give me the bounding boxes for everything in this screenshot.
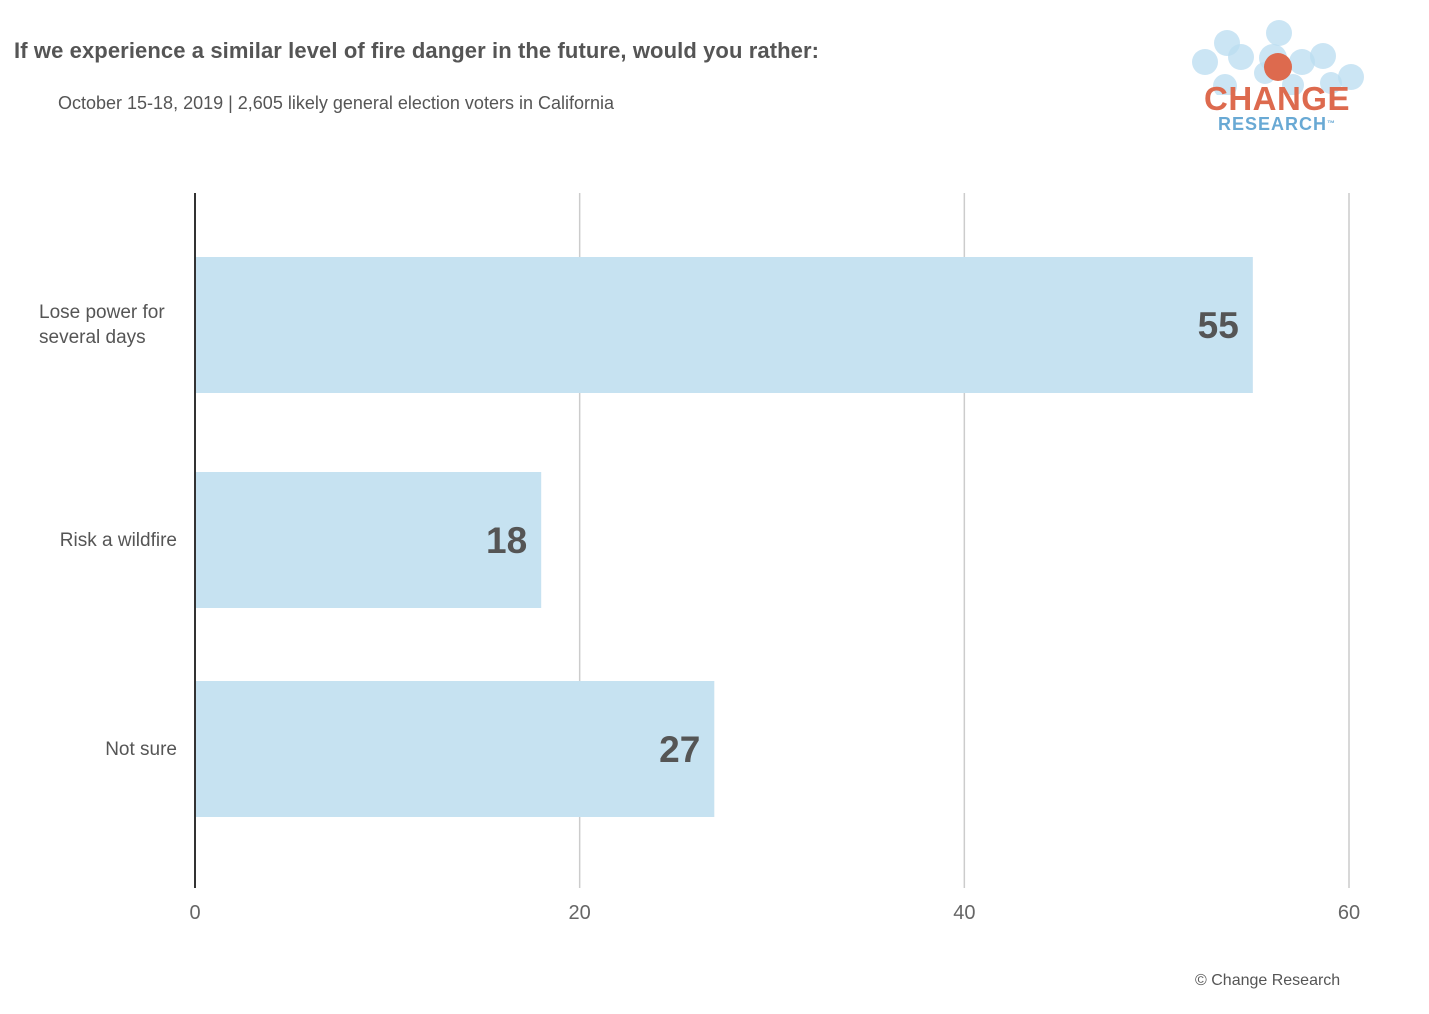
bar-value-label: 27 bbox=[659, 729, 700, 770]
copyright-footer: © Change Research bbox=[1195, 972, 1341, 989]
x-axis-tick-labels: 0 20 40 60 bbox=[189, 902, 1360, 924]
category-label: Lose power for several days bbox=[39, 302, 165, 348]
change-research-logo: CHANGE RESEARCH™ bbox=[1185, 15, 1375, 140]
x-tick-label: 60 bbox=[1338, 902, 1360, 924]
x-tick-label: 40 bbox=[953, 902, 975, 924]
x-tick-label: 20 bbox=[569, 902, 591, 924]
bar-value-label: 18 bbox=[486, 520, 527, 561]
logo-change-text: CHANGE bbox=[1203, 80, 1350, 117]
logo-research-text: RESEARCH™ bbox=[1185, 114, 1369, 134]
category-label: Risk a wildfire bbox=[59, 529, 177, 551]
logo-trademark: ™ bbox=[1327, 119, 1336, 128]
bubble-cluster-icon bbox=[1192, 20, 1364, 95]
bar-value-label: 55 bbox=[1198, 305, 1239, 346]
category-label: Not sure bbox=[105, 738, 177, 760]
logo-research-word: RESEARCH bbox=[1217, 114, 1327, 134]
chart-title: If we experience a similar level of fire… bbox=[14, 38, 820, 63]
bars bbox=[195, 257, 1253, 817]
chart-subtitle: October 15-18, 2019 | 2,605 likely gener… bbox=[58, 93, 614, 113]
data-labels: 55 18 27 bbox=[486, 305, 1239, 770]
bar bbox=[195, 257, 1253, 393]
x-tick-label: 0 bbox=[189, 902, 200, 924]
bar bbox=[195, 472, 542, 608]
bar bbox=[195, 681, 715, 817]
